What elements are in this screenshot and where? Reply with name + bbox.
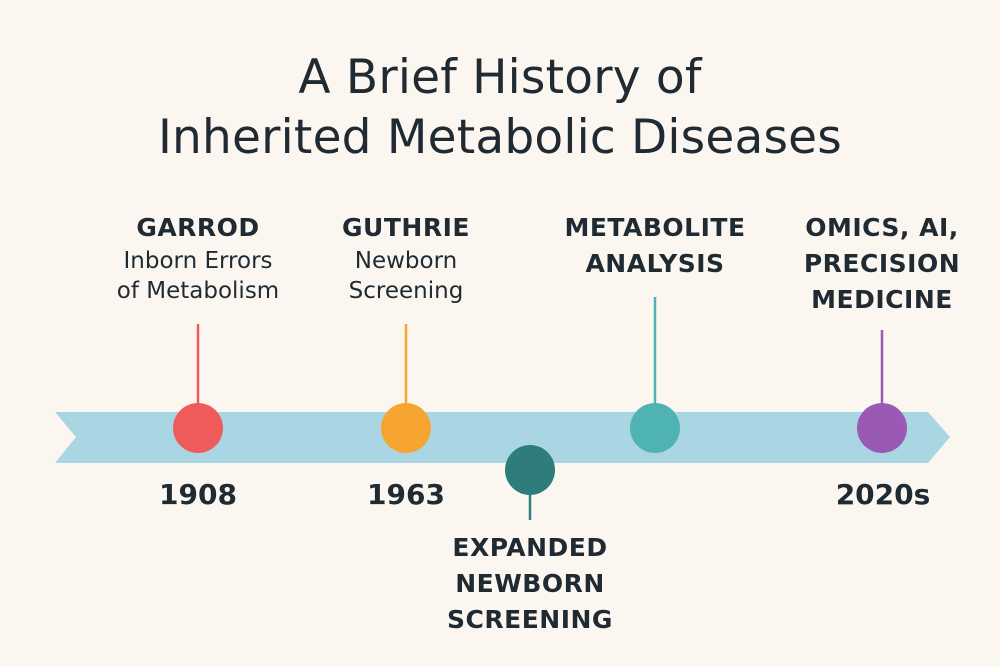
timeline-arrow [55, 412, 950, 463]
omics-heading-line-2: PRECISION [803, 249, 961, 278]
guthrie-node [381, 403, 431, 453]
title-line-1: A Brief History of [298, 50, 702, 105]
expanded-node [505, 445, 555, 495]
metabolite-heading-line-2: ANALYSIS [585, 249, 725, 278]
omics-heading-line-3: MEDICINE [811, 285, 953, 314]
omics-heading-line-1: OMICS, AI, [805, 213, 959, 242]
expanded-heading-line-2: NEWBORN [455, 569, 605, 598]
metabolite-label: METABOLITE ANALYSIS [540, 210, 770, 282]
guthrie-sub-line-1: Newborn [354, 248, 458, 274]
garrod-sub-line-1: Inborn Errors [123, 248, 273, 274]
omics-node [857, 403, 907, 453]
guthrie-year: 1963 [367, 478, 445, 511]
omics-year: 2020s [835, 478, 931, 511]
garrod-node [173, 403, 223, 453]
omics-label: OMICS, AI, PRECISION MEDICINE [782, 210, 982, 318]
page-title: A Brief History of Inherited Metabolic D… [0, 48, 1000, 168]
expanded-heading-line-3: SCREENING [447, 605, 613, 634]
expanded-heading-line-1: EXPANDED [452, 533, 608, 562]
metabolite-node [630, 403, 680, 453]
guthrie-sub-line-2: Screening [348, 278, 464, 304]
title-line-2: Inherited Metabolic Diseases [158, 110, 842, 165]
metabolite-heading-line-1: METABOLITE [564, 213, 746, 242]
guthrie-label: GUTHRIE Newborn Screening [306, 210, 506, 306]
expanded-label: EXPANDED NEWBORN SCREENING [420, 530, 640, 638]
garrod-year: 1908 [159, 478, 237, 511]
garrod-heading: GARROD [136, 213, 260, 242]
guthrie-heading: GUTHRIE [342, 213, 470, 242]
garrod-label: GARROD Inborn Errors of Metabolism [88, 210, 308, 306]
garrod-sub-line-2: of Metabolism [116, 278, 280, 304]
